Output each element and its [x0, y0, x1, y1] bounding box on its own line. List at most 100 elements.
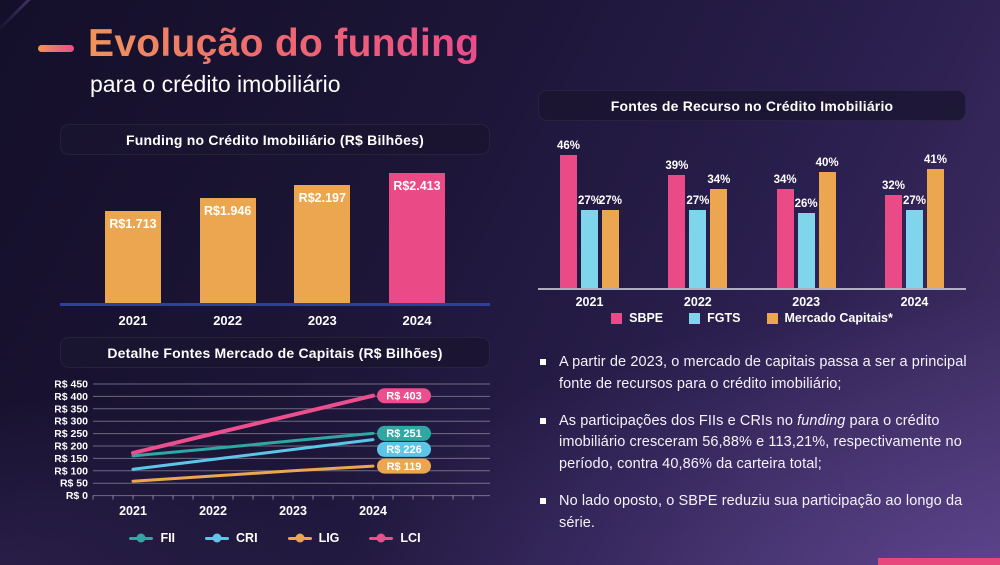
legend-label: LIG [318, 531, 340, 545]
bar-value-label: 41% [923, 154, 947, 166]
fontes-chart-title: Fontes de Recurso no Crédito Imobiliário [538, 90, 966, 121]
bar-FGTS-2024 [905, 210, 923, 288]
y-tick-label: R$ 100 [55, 465, 88, 477]
funding-bar-2022: R$1.946 [199, 198, 256, 303]
legend-label: FGTS [707, 311, 741, 325]
x-tick-label: 2022 [683, 295, 712, 309]
legend-item-CRI: CRI [205, 531, 258, 545]
funding-bar-2023: R$2.197 [294, 185, 351, 303]
capitais-chart-title: Detalhe Fontes Mercado de Capitais (R$ B… [60, 337, 490, 368]
bar-value-label: 26% [794, 198, 818, 210]
capitais-legend: FII CRI LIG LCI [60, 531, 490, 545]
funding-xrow: 2021 2022 2023 2024 [60, 313, 490, 328]
legend-item-LIG: LIG [287, 531, 340, 545]
legend-swatch-icon [766, 312, 778, 324]
y-tick-label: R$ 200 [55, 441, 88, 453]
accent-bar [878, 558, 1000, 565]
x-tick-label: 2023 [792, 295, 821, 309]
x-tick-label: 2022 [199, 504, 227, 518]
bar-column: 46% [556, 140, 581, 288]
bar-column: 39% [665, 160, 689, 288]
bar-column: 27% [577, 195, 602, 288]
y-tick-label: R$ 0 [66, 490, 88, 502]
end-label-pill-FII [377, 425, 431, 441]
y-tick-label: R$ 250 [55, 428, 88, 440]
bar-value-label: 27% [686, 195, 710, 207]
line-FII [131, 431, 375, 458]
text-part: As participações dos FIIs e CRIs no [559, 412, 798, 429]
bar-column: 32% [881, 180, 905, 288]
insight-item: As participações dos FIIs e CRIs no fund… [540, 411, 968, 476]
insight-item: No lado oposto, o SBPE reduziu sua parti… [540, 491, 968, 535]
y-tick-label: R$ 450 [55, 379, 88, 391]
x-tick-label: 2024 [402, 313, 432, 328]
legend-label: LCI [400, 531, 421, 545]
line-LIG [131, 464, 375, 483]
x-tick-label: 2024 [359, 504, 387, 518]
bar-SBPE-2022 [668, 175, 686, 288]
bar-group-2024: 32% 27% 41% [881, 154, 947, 288]
legend-swatch-icon [689, 312, 701, 324]
bar-value-label: 34% [707, 174, 731, 186]
legend-label: SBPE [629, 311, 664, 325]
bar-group-2023: 34% 26% 40% [773, 157, 839, 288]
y-tick-label: R$ 350 [55, 403, 88, 415]
bar-value-label: R$1.946 [204, 204, 252, 218]
insights-list: A partir de 2023, o mercado de capitais … [540, 352, 968, 534]
bar-group-2022: 39% 27% 34% [665, 160, 731, 288]
bar-value-label: 34% [773, 174, 797, 186]
bar-value-label: 32% [881, 180, 905, 192]
insight-item: A partir de 2023, o mercado de capitais … [540, 352, 968, 396]
bar-MercadoCapitais-2021 [602, 210, 619, 288]
legend-line-icon [129, 536, 154, 540]
legend-swatch-icon [611, 312, 623, 324]
x-tick-label: 2022 [213, 313, 243, 328]
legend-item-FGTS: FGTS [689, 311, 741, 325]
legend-label: Mercado Capitais* [784, 311, 893, 325]
end-label-text: R$ 403 [386, 391, 421, 403]
bar-FGTS-2022 [689, 210, 707, 288]
y-tick-label: R$ 150 [55, 453, 88, 465]
end-label-pill-LIG [377, 458, 431, 474]
legend-item-FII: FII [129, 531, 175, 545]
legend-item-SBPE: SBPE [611, 311, 663, 325]
bar-value-label: R$2.197 [298, 191, 346, 205]
bar-value-label: 46% [556, 140, 581, 152]
y-tick-label: R$ 50 [60, 478, 88, 490]
insight-text: A partir de 2023, o mercado de capitais … [559, 352, 968, 396]
insight-text: No lado oposto, o SBPE reduziu sua parti… [559, 491, 968, 535]
bar-value-label: 40% [815, 157, 839, 169]
legend-item-MercadoCapitais: Mercado Capitais* [766, 311, 893, 325]
bar-value-label: 39% [665, 160, 689, 172]
end-label-text: R$ 119 [387, 461, 422, 473]
line-CRI [131, 438, 375, 471]
bar-column: 41% [923, 154, 947, 288]
corner-accent [0, 0, 52, 35]
bar-value-label: R$1.713 [109, 217, 157, 231]
bar-SBPE-2021 [560, 155, 577, 288]
legend-label: CRI [236, 531, 258, 545]
end-label-text: R$ 226 [386, 444, 421, 456]
legend-line-icon [369, 536, 394, 540]
fontes-plot: 46% 27% 27% 39% 27% 34% 34% 26% 40% 32% 27% 41% [538, 128, 966, 290]
bar-group-2021: 46% 27% 27% [556, 140, 622, 288]
page-title: Evolução do funding [88, 22, 480, 65]
x-tick-label: 2021 [118, 313, 148, 328]
bar-column: 27% [686, 195, 710, 288]
funding-plot: R$1.713 R$1.946 R$2.197 R$2.413 [60, 166, 490, 306]
x-tick-label: 2023 [307, 313, 337, 328]
text-part: A partir de 2023, o mercado de capitais … [559, 354, 967, 392]
bar-column: 26% [794, 198, 818, 288]
x-tick-label: 2024 [900, 295, 929, 309]
funding-bar-2024: R$2.413 [388, 173, 445, 303]
bar-column: 40% [815, 157, 839, 288]
bar-value-label: 27% [577, 195, 602, 207]
bar-MercadoCapitais-2023 [818, 172, 836, 288]
bar-column: 27% [599, 195, 622, 288]
bar-column: 34% [773, 174, 797, 288]
title-dash [38, 45, 74, 52]
bar-FGTS-2021 [581, 210, 598, 288]
bar-value-label: 27% [902, 195, 926, 207]
line-LCI [131, 393, 375, 455]
